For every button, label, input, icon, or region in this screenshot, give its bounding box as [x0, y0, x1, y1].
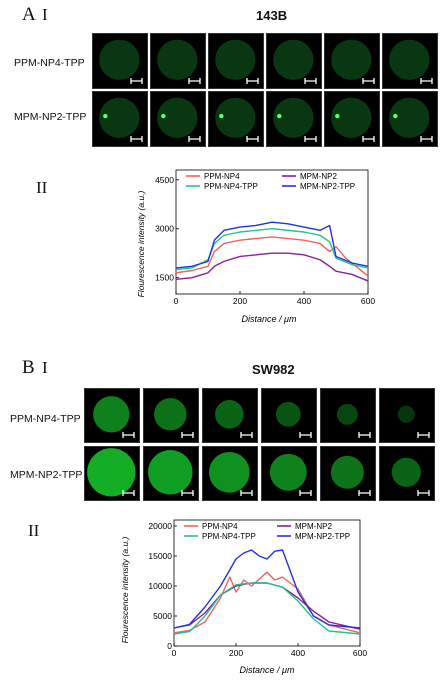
panel-a-legend-label-4: MPM-NP2-TPP: [300, 182, 355, 191]
panel-a-image-r1-c5: [324, 33, 380, 89]
panel-b-cell-title: SW982: [252, 362, 295, 377]
panel-a-series-line-4: [175, 221, 369, 269]
panel-b-image-r1-c5: [320, 388, 376, 443]
panel-b-image-r1-c2: [143, 388, 199, 443]
panel-a-image-r2-c3: [208, 91, 264, 147]
panel-a-axes-frame: [175, 169, 369, 295]
panel-b-x-axis-label: Distance / μm: [240, 665, 295, 675]
panel-b-image-r2-c3: [202, 446, 258, 501]
panel-b-series-line-4: [173, 549, 361, 629]
panel-a-series-line-1: [175, 236, 369, 277]
panel-b-y-tick-label: 0: [167, 641, 172, 651]
panel-a-plot-area: 0 200 400 600 1500 3000 4500 PPM-NP4 MPM-NP2 PPM-…: [155, 169, 375, 306]
panel-b-roman-1: I: [42, 358, 48, 377]
panel-b-legend-label-1: PPM-NP4: [202, 522, 238, 531]
panel-b-image-r2-c5: [320, 446, 376, 501]
panel-a-x-axis-label: Distance / μm: [242, 314, 297, 324]
panel-b-y-tick-label: 20000: [148, 521, 172, 531]
panel-a-cell-title: 143B: [256, 8, 288, 23]
panel-b-y-tick-label: 10000: [148, 581, 172, 591]
panel-b-plot-area: 0 200 400 600 0 5000 10000 15000 20000 PPM-NP4 MPM…: [148, 519, 367, 658]
panel-b-series-line-2: [173, 582, 361, 630]
panel-b-x-tick-label: 200: [229, 648, 243, 658]
panel-a-image-r1-c4: [266, 33, 322, 89]
panel-a-x-tick-label: 0: [174, 296, 179, 306]
panel-a-roman-1: I: [42, 5, 48, 24]
panel-a-x-tick-label: 400: [297, 296, 311, 306]
panel-a-x-tick-label: 200: [233, 296, 247, 306]
panel-b-axes-frame: [173, 519, 361, 647]
panel-a-y-tick-label: 3000: [155, 224, 174, 234]
panel-b-chart: 0 200 400 600 0 5000 10000 15000 20000 PPM-NP4 MPM…: [120, 519, 367, 675]
panel-a-image-r2-c6: [382, 91, 438, 147]
panel-b-y-axis-label: Flourescence intensity (a.u.): [120, 536, 130, 643]
panel-b-letter: B: [22, 357, 35, 378]
panel-a-image-r1-c3: [208, 33, 264, 89]
panel-a-image-r2-c5: [324, 91, 380, 147]
panel-a-x-tick-label: 600: [361, 296, 375, 306]
panel-b-image-r2-c2: [143, 446, 199, 501]
panel-b-row-label-2: MPM-NP2-TPP: [10, 469, 83, 481]
panel-a-roman-2: II: [36, 178, 48, 197]
panel-a-image-r2-c2: [150, 91, 206, 147]
panel-a-image-r1-c6: [382, 33, 438, 89]
panel-a-chart: 0 200 400 600 1500 3000 4500 PPM-NP4 MPM-NP2 PPM-…: [136, 169, 375, 324]
panel-b-x-tick-label: 600: [353, 648, 367, 658]
panel-a-series-line-2: [175, 252, 369, 282]
panel-b-legend-label-4: MPM-NP2-TPP: [295, 532, 350, 541]
panel-b-series-line-1: [173, 571, 361, 634]
panel-a-series-line-3: [175, 228, 369, 271]
panel-b-image-r2-c6: [379, 446, 435, 501]
panel-a-y-axis-label: Flourescence intensity (a.u.): [136, 190, 146, 297]
panel-b-image-r1-c4: [261, 388, 317, 443]
panel-a-legend-label-3: PPM-NP4-TPP: [204, 182, 258, 191]
panel-b-image-r1-c1: [84, 388, 140, 443]
panel-a-row-label-2: MPM-NP2-TPP: [14, 111, 87, 123]
panel-a-image-r2-c1: [92, 91, 148, 147]
panel-b-x-tick-label: 0: [172, 648, 177, 658]
panel-b-roman-2: II: [28, 521, 40, 540]
panel-b-series-line-3: [173, 582, 361, 635]
panel-a-y-tick-label: 4500: [155, 175, 174, 185]
panel-b-legend-label-3: PPM-NP4-TPP: [202, 532, 256, 541]
panel-a-y-tick-label: 1500: [155, 273, 174, 283]
panel-a-legend-label-2: MPM-NP2: [300, 172, 337, 181]
panel-a-image-r2-c4: [266, 91, 322, 147]
panel-a-row-label-1: PPM-NP4-TPP: [14, 57, 85, 69]
panel-b-image-r2-c4: [261, 446, 317, 501]
panel-b-image-r1-c3: [202, 388, 258, 443]
panel-b-y-tick-label: 15000: [148, 551, 172, 561]
panel-b-legend-label-2: MPM-NP2: [295, 522, 332, 531]
panel-b-image-r1-c6: [379, 388, 435, 443]
panel-b-row-label-1: PPM-NP4-TPP: [10, 413, 81, 425]
panel-a-image-r1-c1: [92, 33, 148, 89]
panel-b-x-tick-label: 400: [291, 648, 305, 658]
panel-a-image-r1-c2: [150, 33, 206, 89]
panel-a-letter: A: [22, 4, 36, 25]
panel-a-legend-label-1: PPM-NP4: [204, 172, 240, 181]
panel-b-y-tick-label: 5000: [153, 611, 172, 621]
panel-b-image-r2-c1: [84, 446, 140, 501]
